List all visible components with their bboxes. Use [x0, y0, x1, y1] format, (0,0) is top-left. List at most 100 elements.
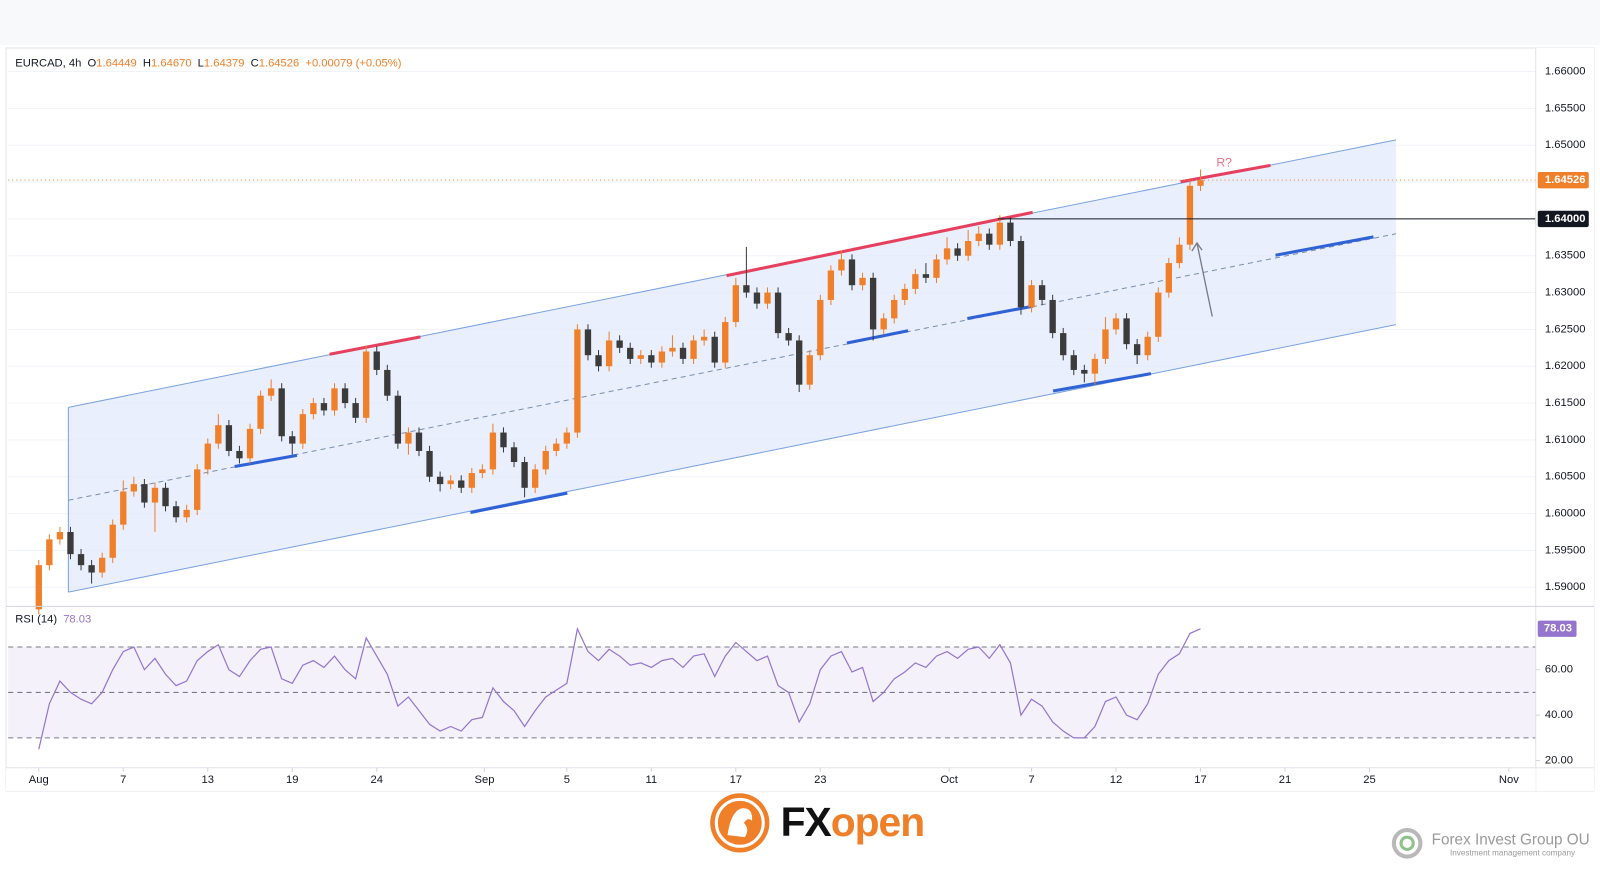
x-tick-label: Sep [474, 774, 494, 786]
candle-body [46, 539, 53, 566]
candle-body [500, 432, 507, 448]
ohlc-value: 1.64670 [151, 57, 192, 69]
candle-body [563, 432, 571, 444]
price-badge-label: 1.64000 [1545, 213, 1586, 225]
y-tick-label: 1.61000 [1545, 434, 1586, 446]
footer: FXopen Forex Invest Group OU Investment … [710, 793, 1590, 859]
time-axis-bg [6, 767, 1536, 792]
x-tick-label: 11 [646, 774, 658, 786]
candle-body [648, 355, 655, 363]
x-tick-label: Oct [940, 774, 958, 786]
candle-body [859, 277, 866, 286]
candle-body [415, 432, 423, 451]
candle-body [363, 351, 370, 418]
candle-body [162, 487, 169, 507]
candle-body [458, 480, 465, 488]
x-tick-label: 12 [1110, 774, 1122, 786]
last-price-badge [1537, 171, 1589, 189]
y-tick-label: 1.63500 [1545, 250, 1586, 262]
candle-body [1060, 333, 1067, 356]
y-tick-label: 20.00 [1545, 755, 1573, 767]
candle-body [743, 285, 750, 293]
candle-body [1102, 329, 1109, 359]
y-tick-label: 1.65500 [1545, 102, 1586, 114]
y-tick-label: 1.59500 [1545, 544, 1586, 556]
ohlc-value: 1.64526 [259, 57, 300, 69]
support-touch [1052, 372, 1152, 393]
rsi-badge [1537, 620, 1577, 637]
candle-body [774, 292, 782, 334]
candle-body [151, 487, 159, 503]
y-tick-label: 1.61500 [1545, 397, 1586, 409]
candle-body [542, 450, 549, 470]
y-tick-label: 1.62000 [1545, 360, 1586, 372]
rsi-line [38, 626, 1201, 750]
candle-body [658, 351, 666, 363]
candle-body [341, 388, 349, 404]
candle-body [172, 506, 180, 518]
last-price-label: 1.64526 [1545, 174, 1586, 186]
x-tick-label: 13 [202, 774, 214, 786]
candle-body [574, 329, 581, 433]
ohlc-key: L [198, 57, 204, 69]
candle-body [1007, 222, 1014, 242]
candle-body [88, 565, 95, 573]
company-name: Forex Invest Group OU [1432, 831, 1590, 848]
ohlc-key: H [143, 57, 151, 69]
candle-body [331, 388, 338, 411]
y-tick-label: 1.63000 [1545, 287, 1586, 299]
resistance-touch [1180, 163, 1271, 184]
ohlc-key: C [251, 57, 259, 69]
candle-body [489, 432, 497, 470]
ohlc-value: 1.64449 [96, 57, 137, 69]
rsi-badge-label: 78.03 [1544, 623, 1572, 635]
y-tick-label: 1.66000 [1545, 66, 1586, 78]
candle-body [690, 340, 697, 359]
candle-body [130, 484, 138, 492]
brand-emblem-figure [727, 808, 753, 838]
candle-body [246, 428, 254, 459]
candle-body [595, 355, 602, 367]
candle-body [204, 443, 211, 470]
x-tick-label: Aug [29, 774, 49, 786]
candle-body [394, 395, 402, 444]
candle-body [436, 476, 444, 485]
channel-fill [68, 139, 1396, 593]
candle-body [1049, 299, 1056, 334]
change: +0.00079 (+0.05%) [305, 57, 401, 69]
candle-body [320, 403, 328, 411]
candle-body [732, 285, 739, 323]
x-tick-label: 25 [1363, 774, 1375, 786]
x-tick-label: 7 [120, 774, 126, 786]
candle-body [141, 484, 148, 503]
candle-body [796, 340, 803, 385]
candle-body [627, 347, 634, 359]
candle-body [1070, 355, 1077, 370]
candle-body [605, 340, 613, 367]
candle-body [975, 233, 982, 242]
y-tick-label: 1.62500 [1545, 323, 1586, 335]
candle-body [817, 299, 824, 356]
candle-body [669, 347, 676, 352]
candle-body [1155, 292, 1162, 337]
candle-body [880, 318, 887, 330]
candle-body [943, 248, 951, 260]
candle-body [521, 462, 528, 488]
candle-body [1144, 336, 1151, 356]
candle-body [1123, 318, 1130, 345]
candle-body [838, 259, 845, 271]
candle-body [35, 565, 42, 610]
candle-body [1197, 180, 1204, 186]
candle-body [1081, 369, 1088, 374]
axis-layer: 1.59000 1.59500 1.60000 1.60500 1.61000 1.615… [29, 66, 1589, 786]
candle-body [806, 355, 813, 385]
candle-body [236, 450, 243, 459]
support-touch [234, 453, 298, 469]
brand-fx: FX [781, 799, 832, 845]
candle-body [384, 369, 391, 396]
candle-body [215, 425, 222, 444]
candle-body [1176, 244, 1183, 264]
company-tagline: Investment management company [1450, 849, 1576, 858]
